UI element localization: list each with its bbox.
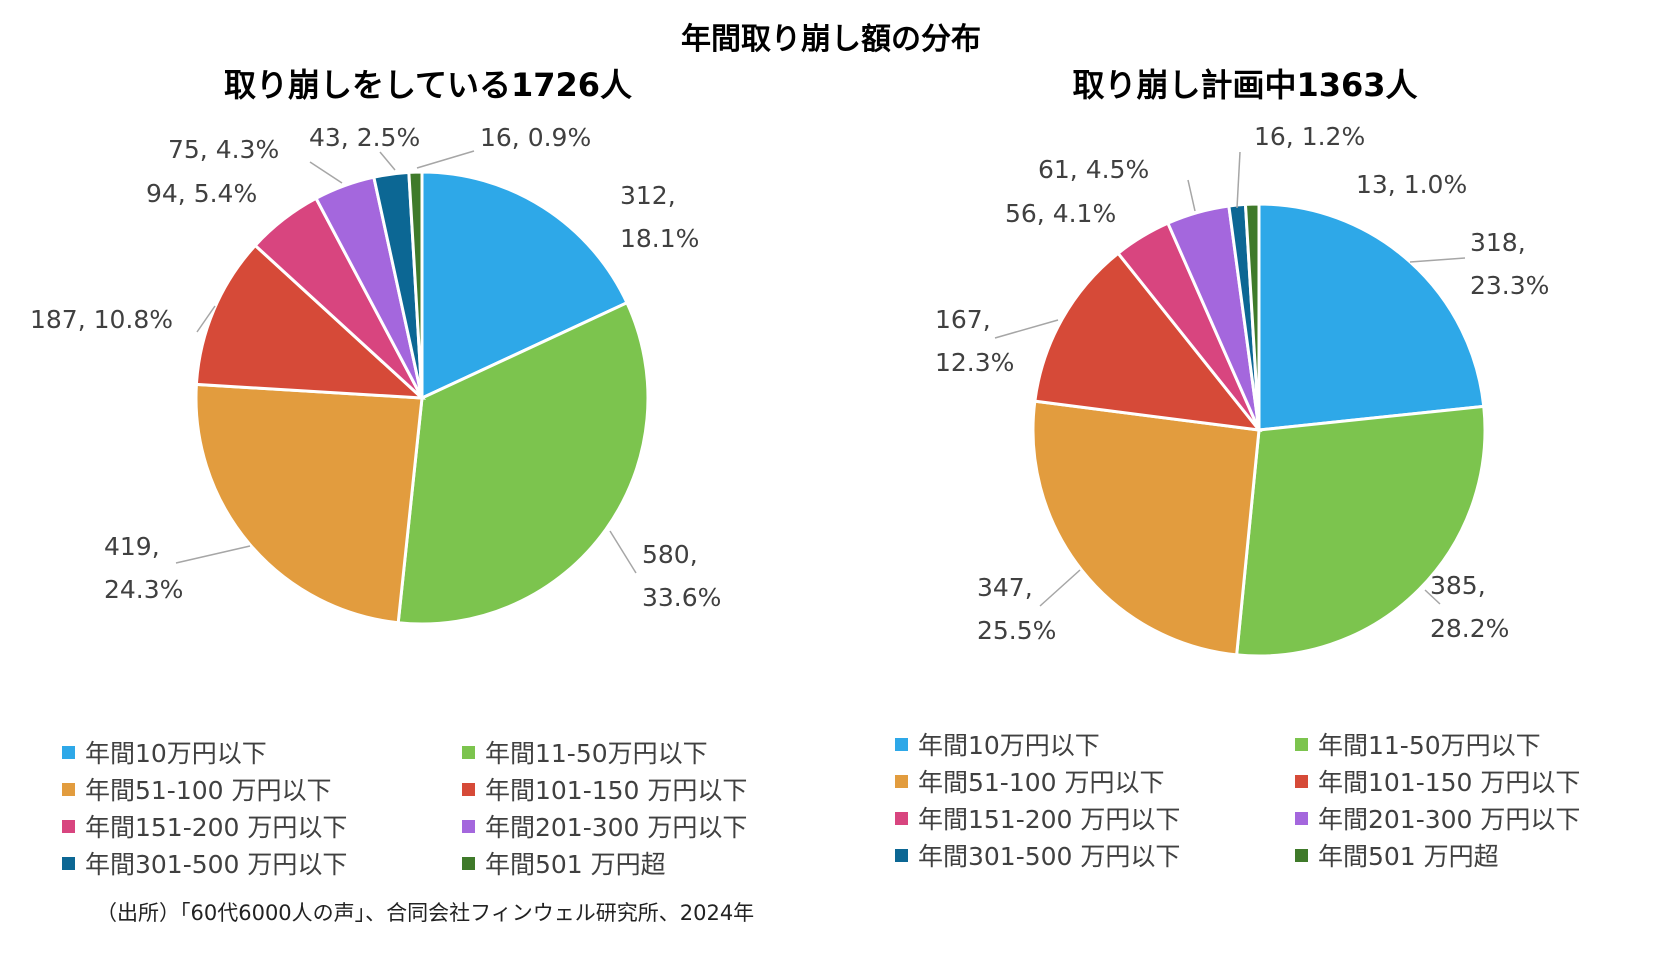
- legend-item: 年間10万円以下: [62, 735, 462, 769]
- legend-swatch: [62, 856, 75, 870]
- data-label: 94, 5.4%: [146, 179, 257, 208]
- legend-label: 年間201-300 万円以下: [1318, 805, 1581, 834]
- legend-item: 年間201-300 万円以下: [1295, 801, 1655, 835]
- data-label: 580, 33.6%: [642, 540, 721, 612]
- legend-swatch: [462, 856, 475, 870]
- pie-slice: [407, 170, 424, 399]
- legend-item: 年間101-150 万円以下: [1295, 764, 1655, 798]
- data-label: 43, 2.5%: [309, 123, 420, 152]
- legend-item: 年間51-100 万円以下: [62, 772, 462, 806]
- leader-line: [416, 150, 475, 169]
- legend-label: 年間10万円以下: [85, 739, 267, 768]
- legend-swatch: [1295, 737, 1308, 751]
- data-label: 16, 0.9%: [480, 123, 591, 152]
- legend-item: 年間301-500 万円以下: [62, 846, 462, 880]
- data-label: 419, 24.3%: [104, 532, 183, 604]
- main-title: 年間取り崩し額の分布: [681, 22, 981, 57]
- pie-slice: [194, 243, 427, 400]
- legend-label: 年間151-200 万円以下: [918, 805, 1181, 834]
- legend-item: 年間11-50万円以下: [1295, 727, 1655, 761]
- chart-title-right: 取り崩し計画中1363人: [1072, 66, 1418, 104]
- leader-line: [175, 545, 251, 564]
- source-note: （出所）「60代6000人の声」、合同会社フィンウェル研究所、2024年: [96, 901, 755, 925]
- leader-line: [609, 530, 637, 574]
- legend-item: 年間501 万円超: [462, 846, 822, 880]
- legend-swatch: [895, 811, 908, 825]
- legend-label: 年間51-100 万円以下: [918, 768, 1165, 797]
- legend-label: 年間501 万円超: [1318, 842, 1499, 871]
- data-label: 75, 4.3%: [168, 135, 279, 164]
- data-label: 187, 10.8%: [30, 305, 173, 334]
- legend-label: 年間201-300 万円以下: [485, 813, 748, 842]
- legend-item: 年間201-300 万円以下: [462, 809, 822, 843]
- legend-left: 年間10万円以下 年間11-50万円以下年間51-100 万円以下 年間101-15…: [62, 735, 822, 880]
- leader-line: [196, 305, 216, 333]
- legend-label: 年間501 万円超: [485, 850, 666, 879]
- pie-slice: [194, 382, 424, 625]
- legend-label: 年間11-50万円以下: [1318, 731, 1541, 760]
- legend-swatch: [895, 737, 908, 751]
- legend-swatch: [895, 848, 908, 862]
- legend-swatch: [895, 774, 908, 788]
- legend-swatch: [1295, 811, 1308, 825]
- legend-label: 年間151-200 万円以下: [85, 813, 348, 842]
- legend-label: 年間301-500 万円以下: [85, 850, 348, 879]
- legend-item: 年間151-200 万円以下: [895, 801, 1295, 835]
- legend-label: 年間101-150 万円以下: [1318, 768, 1581, 797]
- legend-swatch: [62, 745, 75, 759]
- legend-swatch: [462, 745, 475, 759]
- leader-line: [379, 151, 396, 171]
- legend-item: 年間10万円以下: [895, 727, 1295, 761]
- legend-item: 年間101-150 万円以下: [462, 772, 822, 806]
- legend-right: 年間10万円以下 年間11-50万円以下年間51-100 万円以下 年間101-15…: [895, 727, 1655, 872]
- pie-slice: [420, 170, 629, 401]
- legend-item: 年間51-100 万円以下: [895, 764, 1295, 798]
- legend-label: 年間301-500 万円以下: [918, 842, 1181, 871]
- legend-label: 年間10万円以下: [918, 731, 1100, 760]
- legend-swatch: [462, 782, 475, 796]
- legend-item: 年間11-50万円以下: [462, 735, 822, 769]
- legend-swatch: [1295, 774, 1308, 788]
- legend-swatch: [462, 819, 475, 833]
- legend-item: 年間151-200 万円以下: [62, 809, 462, 843]
- legend-item: 年間301-500 万円以下: [895, 838, 1295, 872]
- chart-title-left: 取り崩しをしている1726人: [223, 66, 633, 104]
- legend-swatch: [62, 819, 75, 833]
- legend-label: 年間101-150 万円以下: [485, 776, 748, 805]
- legend-label: 年間51-100 万円以下: [85, 776, 332, 805]
- legend-item: 年間501 万円超: [1295, 838, 1655, 872]
- legend-swatch: [62, 782, 75, 796]
- pie-slice: [396, 300, 650, 626]
- legend-label: 年間11-50万円以下: [485, 739, 708, 768]
- data-label: 312, 18.1%: [620, 181, 699, 253]
- leader-line: [309, 161, 343, 184]
- legend-swatch: [1295, 848, 1308, 862]
